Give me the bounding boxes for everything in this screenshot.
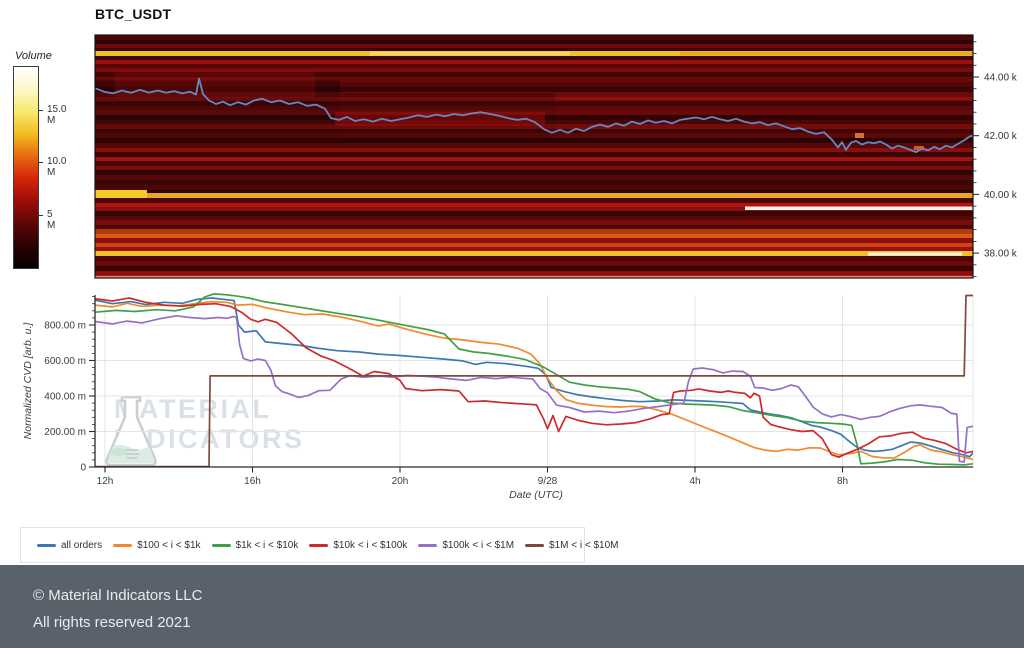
legend-label: $1M < i < $10M: [549, 539, 619, 551]
watermark: MATERIAL INDICATORS: [100, 394, 305, 467]
colorbar-title: Volume: [15, 50, 52, 62]
heatmap-rows: [95, 35, 973, 278]
cvd-y-tick-label: 400.00 m: [44, 392, 86, 403]
colorbar-tick-label: 15.0 M: [47, 104, 67, 126]
legend: all orders $100 < i < $1k $1k < i < $10k…: [20, 527, 619, 563]
page-title: BTC_USDT: [95, 6, 172, 22]
heatmap-segments: [95, 51, 973, 278]
legend-swatch-100k-1M: [418, 543, 438, 547]
legend-item-10k-100k[interactable]: $10k < i < $100k: [309, 540, 407, 551]
legend-item-1M-10M[interactable]: $1M < i < $10M: [525, 539, 619, 551]
heatmap-border: [94, 34, 974, 279]
legend-label: $100k < i < $1M: [442, 539, 515, 551]
footer: © Material Indicators LLC All rights res…: [0, 565, 1024, 648]
cvd-x-tick-label: 16h: [244, 476, 261, 487]
legend-label: $100 < i < $1k: [137, 539, 201, 551]
rights-line: All rights reserved 2021: [33, 614, 191, 631]
colorbar-tick-label: 5 M: [47, 209, 56, 231]
cvd-series: [95, 293, 973, 468]
legend-label: all orders: [61, 539, 103, 551]
cvd-x-tick-label: 12h: [97, 476, 114, 487]
cvd-y-tick-label: 600.00 m: [44, 356, 86, 367]
legend-item-all-orders[interactable]: all orders: [37, 540, 102, 551]
cvd-x-tick-label: 8h: [837, 476, 848, 487]
legend-label: $10k < i < $100k: [333, 539, 408, 551]
x-axis-title: Date (UTC): [509, 489, 563, 501]
price-line: [94, 77, 974, 153]
cvd-x-tick-label: 4h: [689, 476, 700, 487]
price-tick-label: 40.00 k: [984, 190, 1018, 201]
series--10k-i-100k: [95, 297, 973, 459]
copyright-line: © Material Indicators LLC: [33, 587, 203, 604]
cvd-x-tick-label: 20h: [392, 476, 409, 487]
legend-swatch-1k-10k: [211, 543, 231, 547]
cvd-axes: [89, 295, 973, 473]
legend-swatch-100-1k: [113, 543, 133, 547]
price-volume-heatmap-chart[interactable]: 44.00 k 42.00 k 40.00 k 38.00 k: [94, 34, 1024, 279]
legend-swatch-1M-10M: [525, 543, 545, 547]
price-axis-ticks: [973, 41, 979, 277]
legend-item-1k-10k[interactable]: $1k < i < $10k: [211, 539, 299, 551]
series--100-i-1k: [95, 300, 973, 461]
cvd-y-tick-label: 800.00 m: [44, 321, 86, 332]
cvd-y-tick-label: 0: [80, 463, 86, 474]
volume-colorbar: [13, 66, 39, 269]
legend-swatch-all-orders: [37, 543, 56, 547]
cvd-x-tick-label: 9/28: [538, 476, 558, 487]
price-tick-label: 38.00 k: [984, 249, 1018, 260]
legend-item-100-1k[interactable]: $100 < i < $1k: [113, 539, 201, 551]
colorbar-tick: [38, 110, 43, 111]
gridlines: [95, 295, 974, 467]
y-axis-title: Normalized CVD [arb. u.]: [22, 322, 34, 440]
cvd-line-chart[interactable]: 800.00 m 600.00 m 400.00 m 200.00 m 0 12h 16h 2…: [0, 285, 1024, 525]
colorbar-tick: [38, 215, 43, 216]
series--1k-i-10k: [95, 293, 973, 466]
cvd-y-tick-label: 200.00 m: [44, 427, 86, 438]
price-tick-label: 42.00 k: [984, 131, 1018, 142]
series-all-orders: [95, 297, 973, 458]
price-tick-label: 44.00 k: [984, 73, 1018, 84]
colorbar-tick-label: 10.0 M: [47, 156, 67, 178]
colorbar-tick: [38, 162, 43, 163]
series--100k-i-1m: [95, 314, 973, 463]
legend-label: $1k < i < $10k: [235, 539, 299, 551]
legend-swatch-10k-100k: [309, 543, 329, 547]
legend-item-100k-1M[interactable]: $100k < i < $1M: [418, 540, 514, 551]
